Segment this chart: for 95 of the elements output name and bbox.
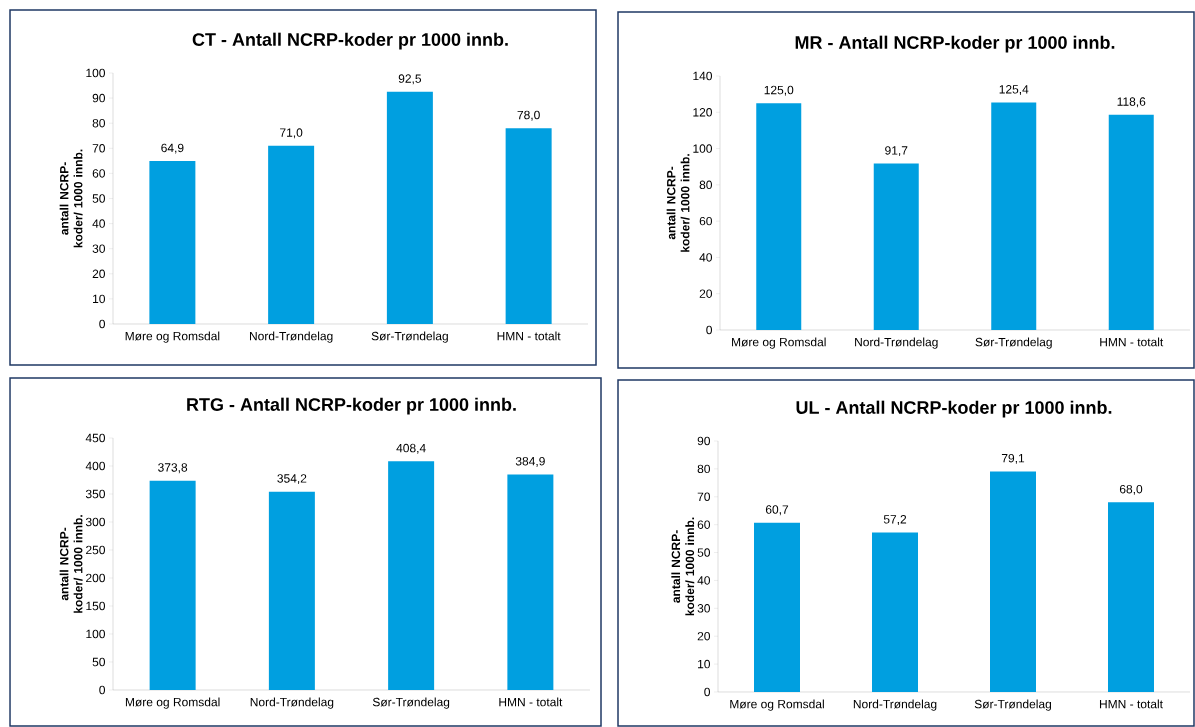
- data-label: 92,5: [398, 74, 422, 85]
- data-label: 118,6: [1117, 97, 1146, 108]
- bar: [1108, 502, 1154, 692]
- y-tick-label: 10: [698, 659, 711, 669]
- x-tick-label: HMN - totalt: [1099, 699, 1163, 709]
- y-tick-label: 0: [706, 325, 713, 335]
- bar: [149, 480, 196, 690]
- y-tick-label: 20: [697, 631, 711, 641]
- chart-title: CT - Antall NCRP-koder pr 1000 innb.: [192, 32, 508, 50]
- data-label: 68,0: [1119, 484, 1143, 495]
- data-label: 125,4: [999, 85, 1029, 95]
- y-tick-label: 10: [93, 294, 106, 304]
- data-label: 354,2: [277, 474, 307, 485]
- y-tick-label: 50: [92, 657, 106, 667]
- y-axis-title: antall NCRP-koder/ 1000 innb.: [671, 517, 695, 616]
- y-tick-label: 20: [699, 289, 713, 298]
- bar: [990, 471, 1036, 692]
- x-tick-label: Møre og Romsdal: [730, 699, 824, 711]
- bar: [991, 102, 1037, 330]
- chart-title: RTG - Antall NCRP-koder pr 1000 innb.: [187, 397, 516, 415]
- y-axis-title: antall NCRP-koder/ 1000 innb.: [59, 149, 83, 248]
- y-tick-label: 50: [697, 548, 711, 557]
- bar: [1108, 114, 1154, 330]
- y-tick-label: 200: [86, 573, 106, 583]
- y-tick-label: 20: [92, 269, 106, 279]
- bar: [872, 532, 918, 692]
- y-tick-label: 150: [86, 601, 106, 611]
- y-tick-label: 80: [92, 118, 106, 128]
- data-label: 78,0: [517, 110, 540, 121]
- y-tick-label: 80: [697, 464, 711, 474]
- bar: [268, 145, 315, 324]
- x-tick-label: Nord-Trøndelag: [250, 697, 334, 709]
- x-tick-label: Møre og Romsdal: [125, 697, 220, 709]
- bar: [507, 474, 554, 690]
- y-tick-label: 60: [697, 520, 711, 529]
- x-tick-label: Møre og Romsdal: [732, 337, 826, 349]
- data-label: 408,4: [396, 443, 426, 454]
- y-tick-label: 90: [697, 436, 711, 446]
- y-tick-label: 100: [693, 144, 712, 153]
- y-axis-title: antall NCRP-koder/ 1000 innb.: [666, 154, 690, 252]
- x-tick-label: Nord-Trøndelag: [249, 331, 333, 343]
- y-tick-label: 140: [693, 71, 712, 81]
- x-tick-label: Sør-Trøndelag: [371, 331, 448, 343]
- bar: [268, 491, 315, 690]
- bar: [873, 163, 919, 330]
- y-tick-label: 40: [697, 576, 711, 585]
- y-tick-label: 70: [92, 144, 106, 153]
- y-tick-label: 0: [704, 687, 711, 697]
- y-tick-label: 60: [699, 216, 713, 226]
- y-tick-label: 0: [99, 319, 106, 329]
- y-tick-label: 50: [92, 194, 106, 203]
- y-tick-label: 120: [693, 108, 712, 117]
- data-label: 91,7: [885, 146, 908, 157]
- x-tick-label: Nord-Trøndelag: [855, 337, 938, 349]
- x-tick-label: HMN - totalt: [499, 697, 563, 707]
- x-tick-label: Nord-Trøndelag: [853, 699, 937, 711]
- chart-title: UL - Antall NCRP-koder pr 1000 innb.: [796, 400, 1112, 418]
- x-tick-label: Sør-Trøndelag: [974, 699, 1052, 711]
- bar: [754, 522, 800, 692]
- y-tick-label: 90: [92, 93, 106, 103]
- bar: [756, 103, 802, 330]
- y-tick-label: 70: [697, 492, 711, 502]
- data-label: 125,0: [764, 85, 794, 96]
- y-tick-label: 60: [92, 169, 106, 178]
- y-tick-label: 100: [86, 68, 105, 78]
- y-tick-label: 40: [699, 253, 713, 262]
- y-tick-label: 30: [92, 244, 106, 253]
- y-tick-label: 400: [85, 461, 106, 471]
- data-label: 373,8: [158, 463, 188, 474]
- x-tick-label: HMN - totalt: [497, 331, 561, 341]
- x-tick-label: Sør-Trøndelag: [975, 337, 1052, 349]
- y-tick-label: 300: [85, 517, 106, 527]
- y-tick-label: 350: [85, 489, 106, 499]
- bar: [505, 128, 552, 324]
- bar: [149, 161, 196, 324]
- y-axis-title: antall NCRP-koder/ 1000 innb.: [59, 515, 83, 613]
- data-label: 57,2: [883, 515, 907, 525]
- data-label: 64,9: [161, 143, 184, 154]
- data-label: 79,1: [1001, 453, 1025, 464]
- y-tick-label: 80: [699, 180, 713, 190]
- x-tick-label: Møre og Romsdal: [125, 331, 220, 343]
- chart-title: MR - Antall NCRP-koder pr 1000 innb.: [795, 35, 1115, 53]
- y-tick-label: 100: [86, 629, 106, 639]
- y-tick-label: 30: [697, 604, 711, 613]
- bar: [386, 91, 433, 324]
- x-tick-label: HMN - totalt: [1100, 337, 1164, 347]
- y-tick-label: 250: [86, 545, 106, 555]
- y-tick-label: 450: [85, 433, 106, 443]
- data-label: 71,0: [280, 128, 303, 139]
- y-tick-label: 40: [92, 219, 106, 228]
- x-tick-label: Sør-Trøndelag: [372, 697, 450, 709]
- y-tick-label: 0: [99, 685, 106, 695]
- bar: [388, 461, 435, 690]
- data-label: 384,9: [515, 457, 545, 467]
- data-label: 60,7: [765, 505, 789, 516]
